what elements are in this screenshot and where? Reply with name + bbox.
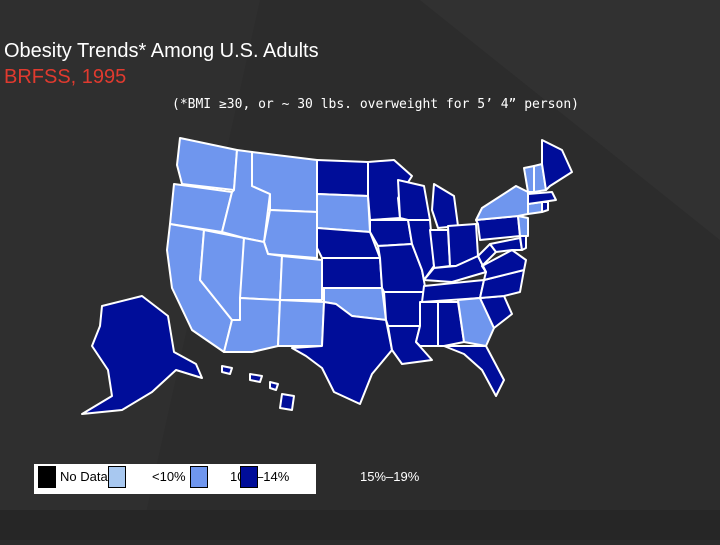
state-CO xyxy=(279,255,323,301)
state-ME xyxy=(541,139,573,191)
state-AL xyxy=(437,301,465,347)
state-TX xyxy=(291,301,393,405)
state-DE xyxy=(519,235,527,251)
state-AR xyxy=(383,291,425,327)
state-WV xyxy=(477,243,497,273)
state-RI xyxy=(541,201,549,213)
legend-label-no-data: No Data xyxy=(60,469,108,484)
legend-swatch-under-10 xyxy=(108,466,126,488)
state-VT xyxy=(523,165,535,193)
legend-swatch-10-14 xyxy=(190,466,208,488)
state-FL xyxy=(443,345,505,397)
state-WY xyxy=(263,209,318,259)
legend-label-under-10: <10% xyxy=(152,469,186,484)
legend-swatch-no-data xyxy=(38,466,56,488)
state-ND xyxy=(316,159,369,197)
state-KS xyxy=(321,257,383,289)
state-IA xyxy=(369,219,413,247)
state-HI-2 xyxy=(249,373,263,383)
state-WA xyxy=(176,137,238,191)
state-NJ xyxy=(517,215,529,237)
bmi-note: (*BMI ≥30, or ~ 30 lbs. overweight for 5… xyxy=(172,97,579,112)
state-MI xyxy=(431,183,459,229)
state-NY xyxy=(475,185,529,221)
state-MS xyxy=(415,301,439,347)
state-IN xyxy=(429,229,451,269)
legend-label-15-19: 15%–19% xyxy=(360,469,420,484)
legend-label-10-14: 10%–14% xyxy=(230,469,290,484)
state-MD xyxy=(489,237,523,253)
us-obesity-map xyxy=(72,120,642,420)
state-HI xyxy=(221,365,233,375)
state-HI-4 xyxy=(279,393,295,411)
state-MA xyxy=(527,191,557,205)
state-NM xyxy=(277,299,325,347)
state-AK xyxy=(81,295,203,415)
state-SD xyxy=(316,193,371,233)
state-WI xyxy=(397,179,431,221)
slide-title: Obesity Trends* Among U.S. Adults xyxy=(4,40,319,62)
legend-swatch-15-19 xyxy=(240,466,258,488)
state-HI-3 xyxy=(269,381,279,391)
slide-subtitle: BRFSS, 1995 xyxy=(4,66,127,88)
legend-box xyxy=(34,464,316,494)
